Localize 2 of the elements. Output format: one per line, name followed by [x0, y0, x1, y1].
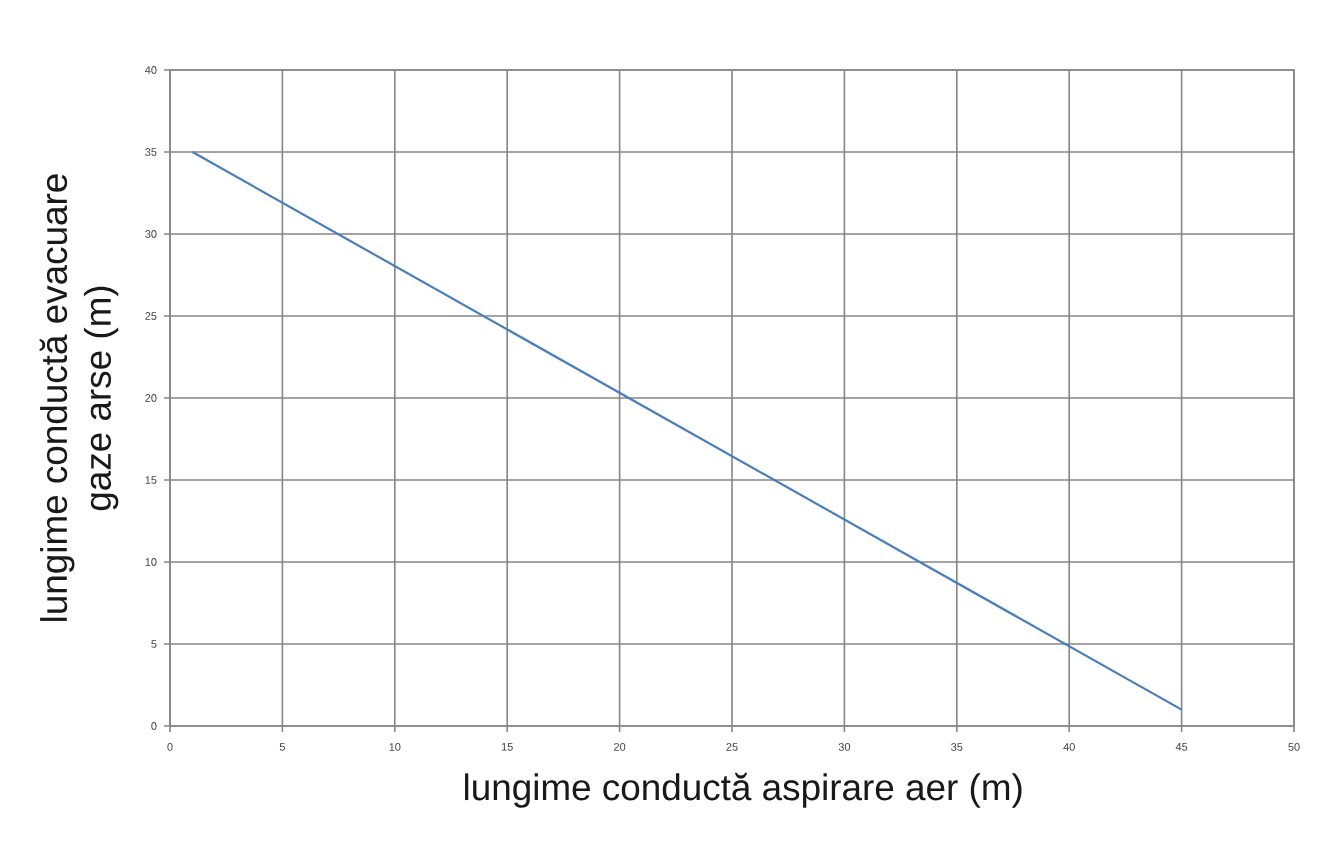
- x-axis-title: lungime conductă aspirare aer (m): [465, 772, 1022, 808]
- y-axis-title: lungime conductă evacuare gaze arse (m): [39, 174, 119, 621]
